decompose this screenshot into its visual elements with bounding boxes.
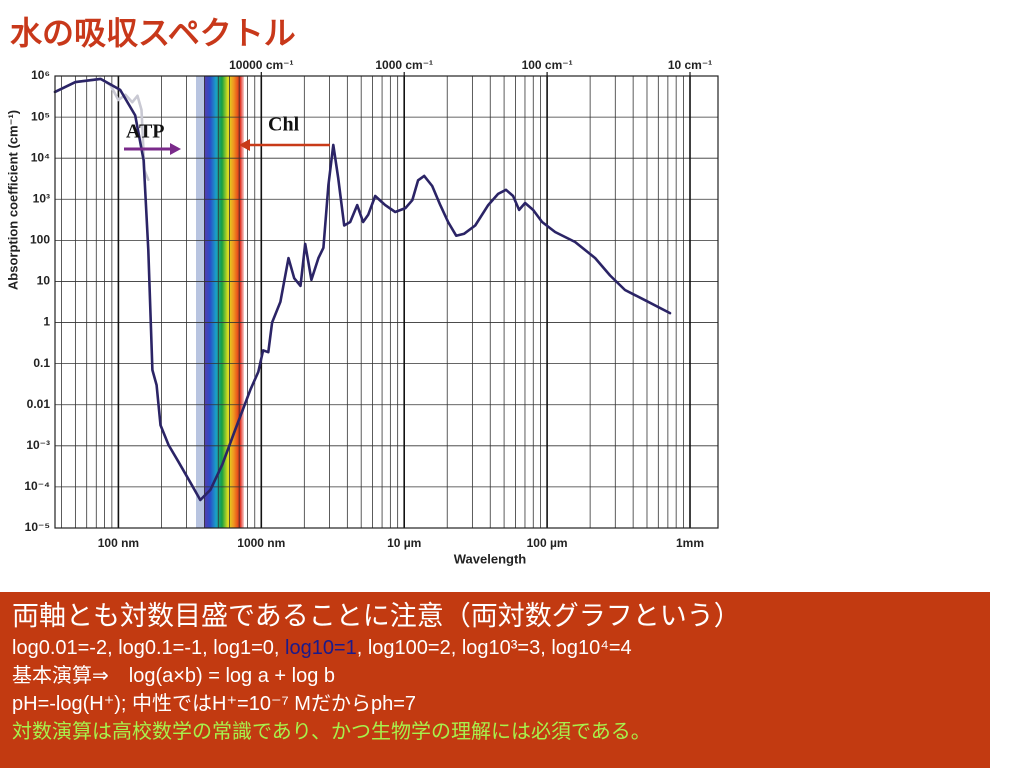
y-tick-label: 10⁴	[31, 150, 50, 164]
note-text: , log100=2, log10³=3, log10⁴=4	[356, 637, 632, 659]
y-tick-label: 10⁻⁴	[24, 479, 50, 493]
y-tick-label: 10⁶	[31, 68, 50, 82]
y-tick-label: 10⁻³	[26, 438, 50, 452]
y-tick-label: 100	[30, 233, 50, 247]
annotation: Chl	[268, 114, 300, 136]
plot-frame	[54, 75, 719, 529]
slide-title: 水の吸収スペクトル	[10, 15, 296, 51]
x-tick-label: 100 µm	[527, 536, 568, 550]
chart: ATP Chl Wavelength Absorption coefficien…	[5, 58, 719, 566]
x-tick-label: 10 µm	[387, 536, 421, 550]
arrow-head	[170, 143, 181, 155]
x-tick-label: 100 nm	[98, 536, 139, 550]
note-line: pH=-log(H⁺); 中性ではH⁺=10⁻⁷ Mだからph=7	[12, 693, 417, 715]
note-text: log0.01=-2, log0.1=-1, log1=0,	[12, 637, 285, 659]
y-tick-label: 10³	[33, 191, 50, 205]
x2-tick-label: 1000 cm⁻¹	[375, 58, 433, 72]
x-tick-label: 1mm	[676, 536, 704, 550]
note-heading: 両軸とも対数目盛であることに注意（両対数グラフという）	[12, 601, 741, 631]
x2-tick-label: 10 cm⁻¹	[668, 58, 712, 72]
y-tick-label: 10⁵	[31, 109, 50, 123]
note-box: 両軸とも対数目盛であることに注意（両対数グラフという） log0.01=-2, …	[0, 592, 990, 768]
note-line: 対数演算は高校数学の常識であり、かつ生物学の理解には必須である。	[12, 721, 651, 743]
y-tick-label: 0.1	[33, 356, 50, 370]
y-axis-title: Absorption coefficient (cm⁻¹)	[5, 110, 20, 290]
x-tick-label: 1000 nm	[237, 536, 285, 550]
note-line: log0.01=-2, log0.1=-1, log1=0, log10=1, …	[12, 634, 978, 662]
y-tick-label: 0.01	[27, 397, 51, 411]
x-axis-title: Wavelength	[454, 551, 527, 566]
y-tick-label: 1	[43, 315, 50, 329]
y-tick-label: 10⁻⁵	[25, 520, 50, 534]
note-highlight: log10=1	[285, 637, 357, 659]
y-tick-label: 10	[37, 274, 51, 288]
visible-spectrum	[204, 76, 244, 528]
x2-tick-label: 10000 cm⁻¹	[229, 58, 293, 72]
data-line	[53, 77, 672, 502]
annotation: ATP	[126, 121, 165, 143]
note-line: 基本演算⇒ log(a×b) = log a + log b	[12, 665, 336, 687]
x2-tick-label: 100 cm⁻¹	[522, 58, 573, 72]
arrow-head	[239, 139, 250, 151]
